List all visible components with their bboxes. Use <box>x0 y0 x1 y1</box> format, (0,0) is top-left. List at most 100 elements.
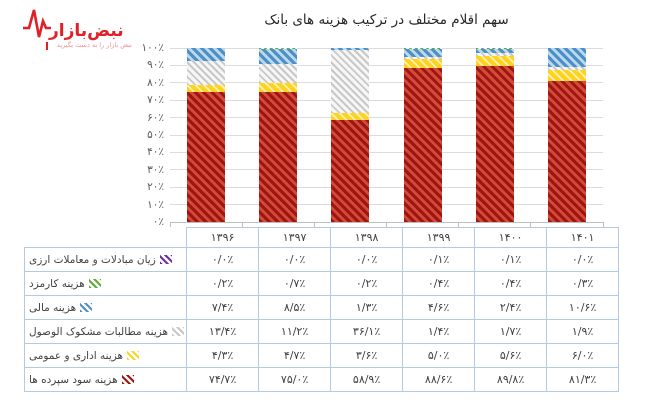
y-axis-label: ۱۰٪ <box>147 198 164 211</box>
data-table: ۱۳۹۶ ۱۳۹۷ ۱۳۹۸ ۱۳۹۹ ۱۴۰۰ ۱۴۰۱ زیان مبادلات و … <box>23 227 620 392</box>
bar-segment-mali <box>475 48 514 54</box>
gridline <box>170 134 603 136</box>
value-cell: ۷/۴٪ <box>186 295 260 320</box>
bar-segment-karmozd <box>475 48 514 49</box>
series-name: هزینه مالی <box>29 301 77 314</box>
y-axis-label: ۳۰٪ <box>147 163 164 176</box>
bar-segment-mashkook <box>259 63 298 84</box>
bar-4 <box>403 47 442 222</box>
row-label-mali: هزینه مالی <box>23 295 188 320</box>
value-cell: ۷۵/۰٪ <box>258 367 332 392</box>
bar-3 <box>331 47 370 222</box>
year-header-cell: ۱۴۰۱ <box>546 227 620 248</box>
bar-1 <box>187 48 226 222</box>
bar-segment-mali <box>187 48 226 62</box>
value-cell: ۸۱/۳٪ <box>546 367 620 392</box>
table-row: هزینه مطالبات مشکوک الوصول ۱۳/۴٪ ۱۱/۲٪ ۳۶/۱… <box>23 319 620 344</box>
table-row: هزینه اداری و عمومی ۴/۳٪ ۴/۷٪ ۳/۶٪ ۵/۰٪ ۵/۶٪ ۶… <box>23 343 620 368</box>
bar-segment-sood <box>331 119 370 222</box>
bar-segment-sood <box>259 91 298 222</box>
value-cell: ۸/۵٪ <box>258 295 332 320</box>
heartbeat-pulse-icon <box>23 9 51 38</box>
x-axis-tick <box>602 222 604 227</box>
value-cell: ۵/۶٪ <box>474 343 548 368</box>
value-cell: ۰/۳٪ <box>546 271 620 296</box>
value-cell: ۰/۱٪ <box>474 247 548 272</box>
bar-segment-sood <box>547 80 586 222</box>
legend-key-icon-arzi <box>159 255 172 264</box>
bar-segment-mali <box>403 48 442 57</box>
gridline <box>170 64 603 66</box>
chart-title: سهم اقلام مختلف در ترکیب هزینه های بانک <box>264 12 509 28</box>
table-row: زیان مبادلات و معاملات ارزی ۰/۰٪ ۰/۰٪ ۰/۰٪ ۰… <box>23 247 620 272</box>
bar-segment-edari <box>187 84 226 93</box>
y-axis-label: ۱۰۰٪ <box>141 42 164 54</box>
gridline <box>170 169 603 171</box>
value-cell: ۰/۴٪ <box>402 271 476 296</box>
gridline <box>170 204 603 206</box>
year-header-cell: ۱۳۹۷ <box>258 227 332 248</box>
bar-segment-edari <box>403 59 442 68</box>
year-header-cell: ۱۴۰۰ <box>474 227 548 248</box>
value-cell: ۱/۳٪ <box>330 295 404 320</box>
value-cell: ۴/۷٪ <box>258 343 332 368</box>
y-axis-label: ۷۰٪ <box>147 94 164 107</box>
year-header-cell: ۱۳۹۹ <box>402 227 476 248</box>
legend-key-icon-sood <box>121 375 134 384</box>
brand-name: نبض‌بازار <box>49 21 124 41</box>
x-axis-tick <box>313 222 315 227</box>
gridline <box>170 117 603 119</box>
year-header-cell: ۱۳۹۸ <box>330 227 404 248</box>
table-row: هزینه کارمزد ۰/۲٪ ۰/۷٪ ۰/۲٪ ۰/۴٪ ۰/۴٪ ۰/۳٪ <box>23 271 620 296</box>
value-cell: ۰/۰٪ <box>330 247 404 272</box>
x-axis-tick <box>458 222 460 227</box>
series-name: هزینه مطالبات مشکوک الوصول <box>29 325 169 338</box>
value-cell: ۶/۰٪ <box>546 343 620 368</box>
bar-segment-mashkook <box>403 56 442 60</box>
x-axis-tick <box>241 222 243 227</box>
value-cell: ۰/۰٪ <box>546 247 620 272</box>
gridline <box>170 99 603 101</box>
value-cell: ۱/۴٪ <box>402 319 476 344</box>
bar-segment-mali <box>547 48 586 67</box>
legend-key-icon-karmozd <box>88 279 101 288</box>
value-cell: ۴/۶٪ <box>402 295 476 320</box>
bar-segment-edari <box>331 113 370 120</box>
value-cell: ۱/۷٪ <box>474 319 548 344</box>
value-cell: ۱۳/۴٪ <box>186 319 260 344</box>
bar-segment-sood <box>187 92 226 222</box>
legend-key-icon-mashkook <box>172 327 185 336</box>
value-cell: ۳۶/۱٪ <box>330 319 404 344</box>
row-label-mashkook: هزینه مطالبات مشکوک الوصول <box>23 319 188 344</box>
legend-key-icon-edari <box>127 351 140 360</box>
value-cell: ۳/۶٪ <box>330 343 404 368</box>
bar-segment-karmozd <box>403 48 442 49</box>
table-corner-blank <box>25 228 187 248</box>
value-cell: ۰/۷٪ <box>258 271 332 296</box>
brand-logo: نبض‌بازار نبض بازار را به دست بگیرید <box>22 6 132 50</box>
y-axis-label: ۲۰٪ <box>147 181 164 194</box>
bar-segment-mashkook <box>547 66 586 71</box>
x-axis-tick <box>530 222 532 227</box>
value-cell: ۱/۹٪ <box>546 319 620 344</box>
bar-segment-edari <box>547 70 586 81</box>
value-cell: ۰/۰٪ <box>258 247 332 272</box>
bar-segment-sood <box>475 65 514 222</box>
y-axis-label: ۴۰٪ <box>147 146 164 159</box>
table-row: هزینه مالی ۷/۴٪ ۸/۵٪ ۱/۳٪ ۴/۶٪ ۲/۴٪ ۱۰/۶٪ <box>23 295 620 320</box>
x-axis-tick <box>169 222 171 227</box>
x-axis-tick <box>386 222 387 227</box>
y-axis-label: ۶۰٪ <box>147 111 164 124</box>
bar-segment-mashkook <box>475 53 514 57</box>
value-cell: ۱۱/۲٪ <box>258 319 332 344</box>
gridline <box>170 151 603 153</box>
gridline <box>170 82 603 84</box>
bar-segment-sood <box>403 67 442 222</box>
bar-segment-edari <box>259 83 298 92</box>
value-cell: ۰/۰٪ <box>186 247 260 272</box>
value-cell: ۰/۲٪ <box>330 271 404 296</box>
value-cell: ۲/۴٪ <box>474 295 548 320</box>
bar-segment-mali <box>259 49 298 64</box>
plot-area <box>169 47 604 227</box>
